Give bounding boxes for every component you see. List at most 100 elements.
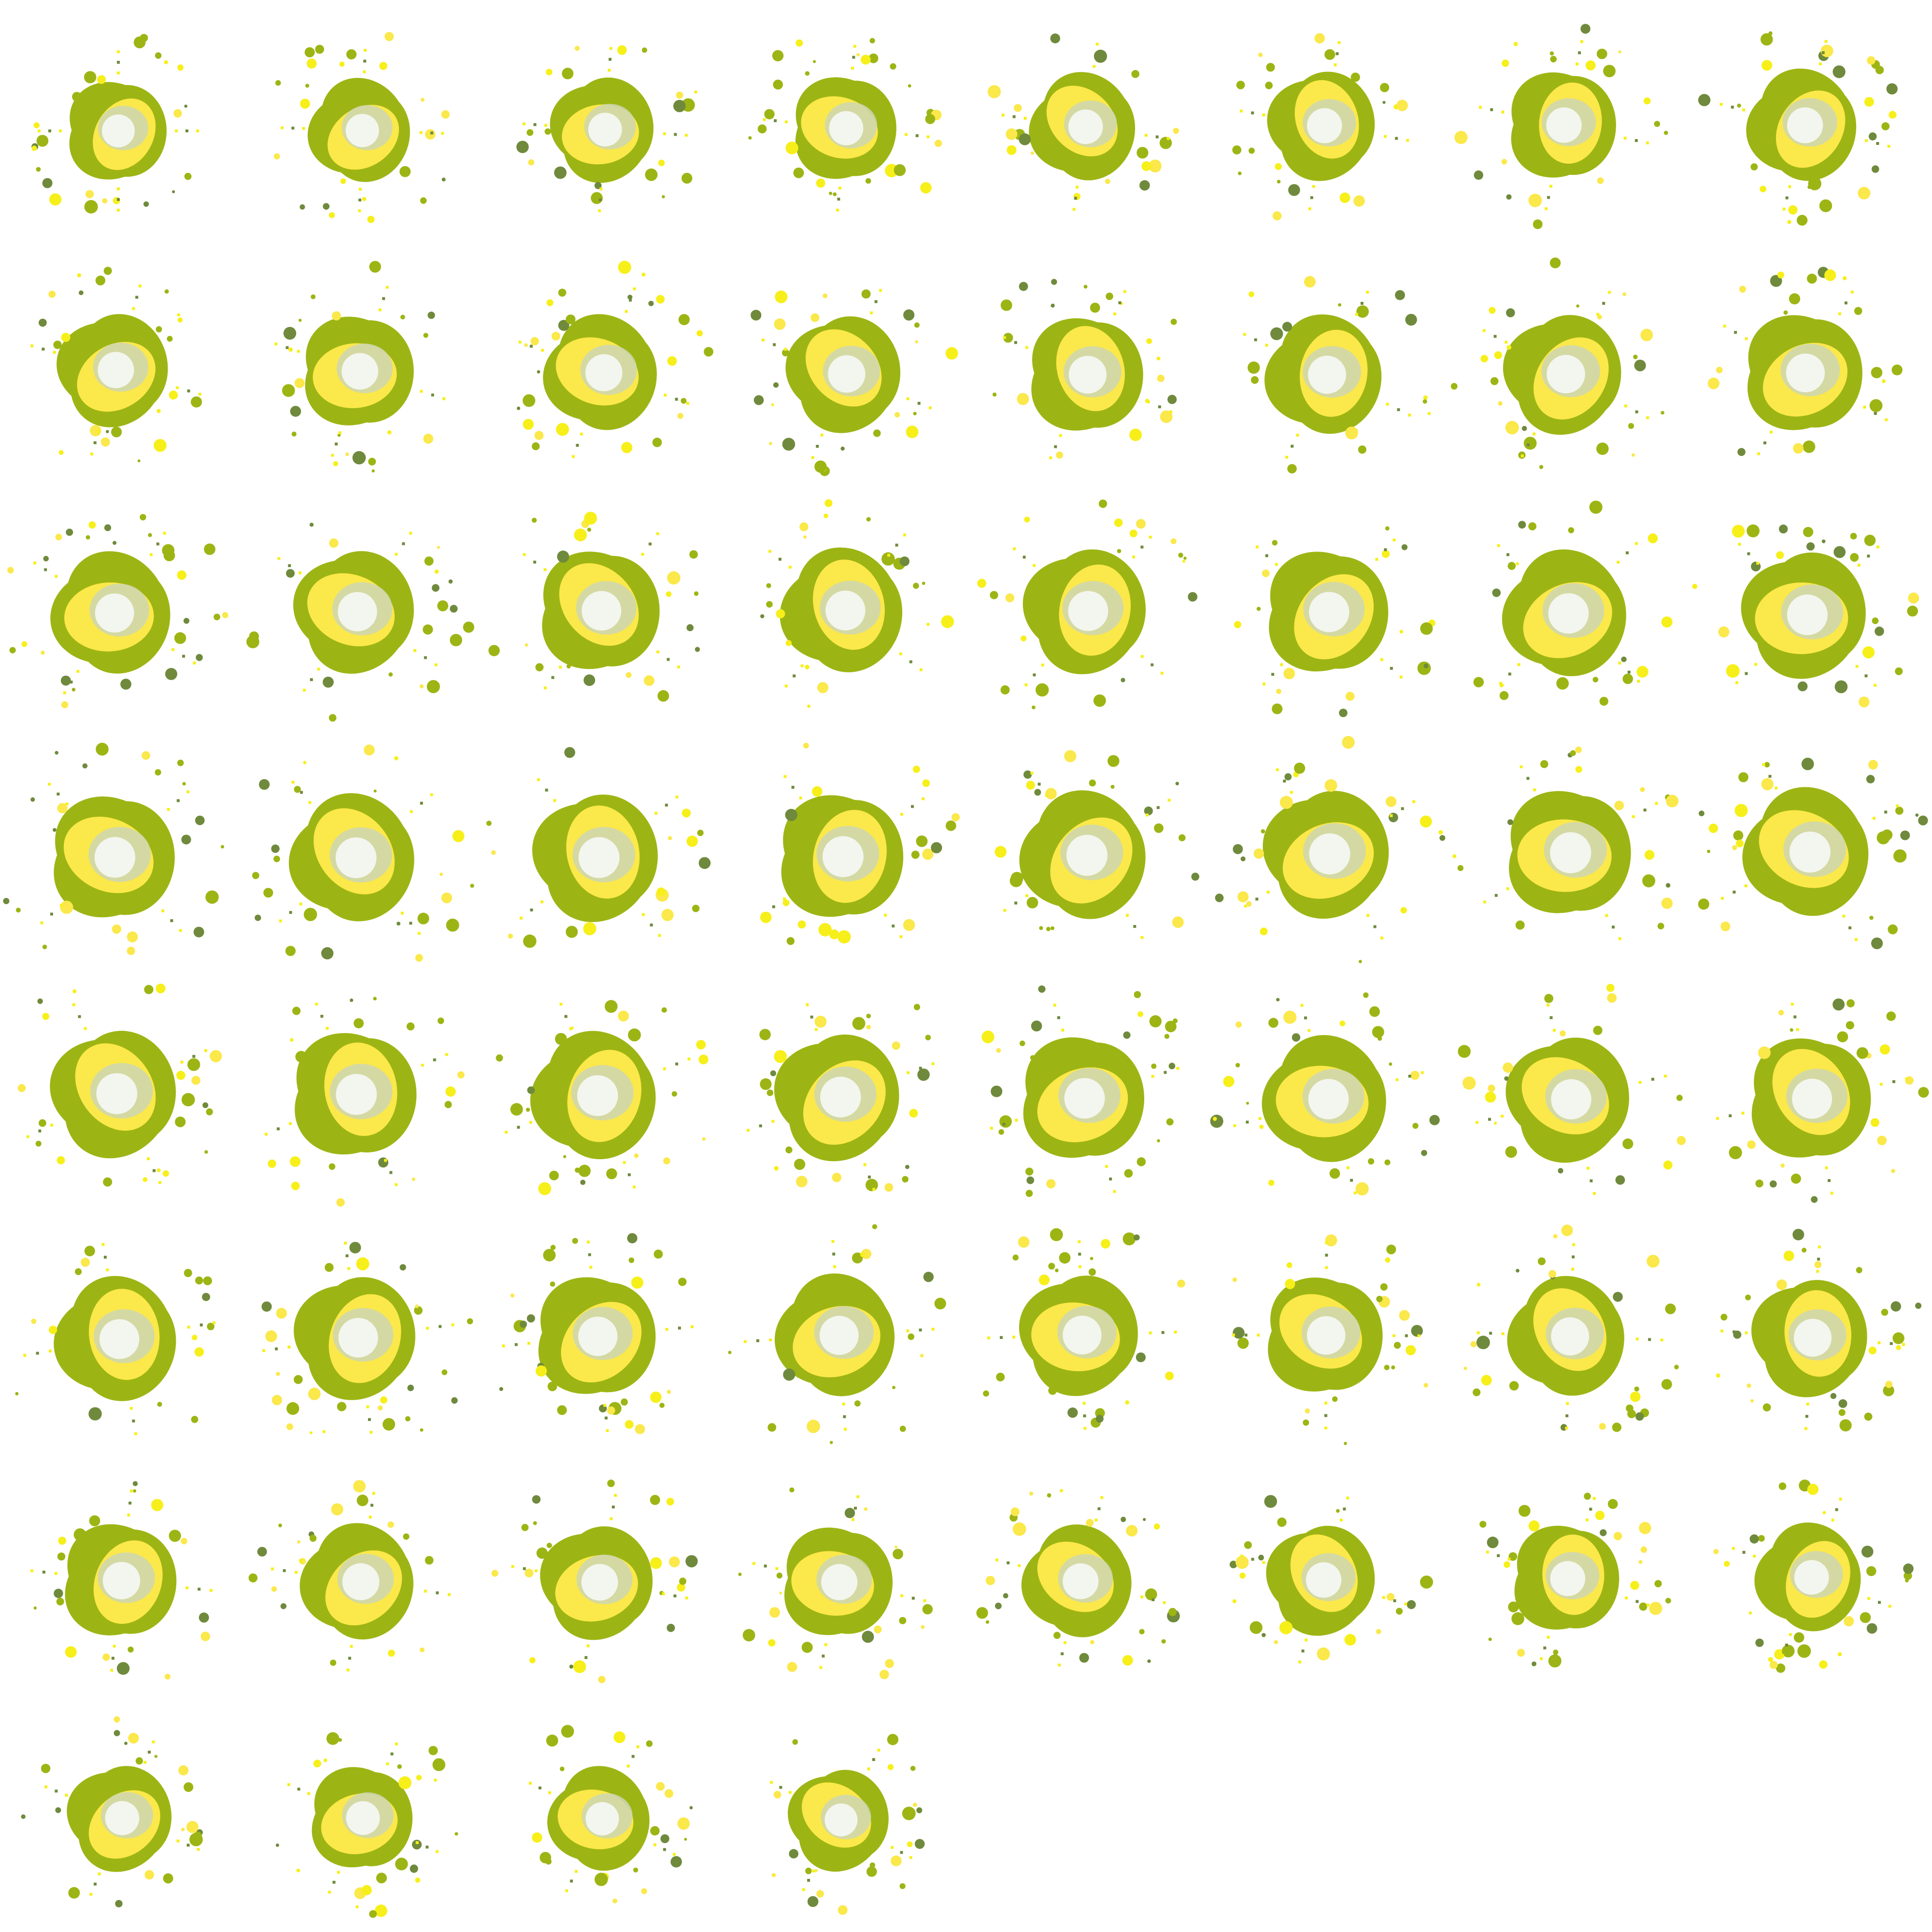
debris-particles bbox=[977, 499, 1198, 710]
sprite-frame bbox=[724, 966, 966, 1208]
explosion-core bbox=[1787, 594, 1828, 635]
explosion-sprite bbox=[273, 32, 450, 223]
sprite-frame bbox=[724, 1208, 966, 1449]
explosion-sprite bbox=[751, 289, 958, 476]
explosion-sprite bbox=[1707, 267, 1903, 456]
sprite-frame bbox=[1449, 0, 1690, 242]
explosion-sprite bbox=[15, 1243, 215, 1435]
explosion-core bbox=[1063, 1315, 1102, 1355]
explosion-core bbox=[1794, 1560, 1829, 1595]
debris-particles bbox=[21, 1716, 203, 1907]
sprite-frame bbox=[1208, 966, 1449, 1208]
explosion-core bbox=[822, 836, 864, 877]
debris-particles bbox=[747, 1003, 935, 1192]
sprite-frame bbox=[1208, 0, 1449, 242]
explosion-sprite bbox=[248, 1480, 451, 1672]
sprite-frame bbox=[966, 724, 1208, 966]
explosion-core bbox=[96, 1073, 138, 1114]
debris-particles bbox=[1707, 267, 1903, 456]
debris-particles bbox=[15, 1243, 215, 1435]
sprite-frame bbox=[0, 1690, 242, 1932]
debris-particles bbox=[486, 747, 711, 948]
explosion-core bbox=[582, 591, 622, 631]
explosion-sprite bbox=[1232, 1234, 1428, 1445]
debris-particles bbox=[751, 289, 958, 476]
sprite-frame bbox=[1208, 724, 1449, 966]
explosion-sprite bbox=[747, 1003, 935, 1192]
debris-particles bbox=[738, 1487, 933, 1679]
sprite-frame bbox=[1449, 1208, 1690, 1449]
debris-particles bbox=[273, 32, 450, 223]
sprite-frame bbox=[724, 724, 966, 966]
explosion-core bbox=[1551, 1317, 1590, 1356]
explosion-core bbox=[1308, 355, 1346, 394]
explosion-sprite bbox=[1458, 983, 1686, 1195]
explosion-core bbox=[1787, 107, 1823, 143]
debris-particles bbox=[976, 1489, 1180, 1667]
debris-particles bbox=[1716, 1229, 1922, 1432]
explosion-sprite bbox=[1716, 998, 1929, 1203]
explosion-core bbox=[1307, 108, 1342, 143]
explosion-sprite bbox=[994, 750, 1199, 939]
explosion-sprite bbox=[770, 1733, 925, 1915]
explosion-sprite bbox=[1229, 1495, 1433, 1663]
explosion-core bbox=[581, 1564, 618, 1601]
sprite-frame bbox=[242, 1208, 483, 1449]
explosion-sprite bbox=[992, 279, 1177, 459]
debris-particles bbox=[1215, 736, 1446, 964]
sprite-frame bbox=[966, 1449, 1208, 1690]
explosion-core bbox=[1547, 355, 1585, 394]
explosion-sprite bbox=[738, 1487, 933, 1679]
sprite-frame bbox=[966, 483, 1208, 724]
debris-particles bbox=[265, 996, 465, 1207]
sprite-frame bbox=[966, 1208, 1208, 1449]
debris-particles bbox=[31, 34, 199, 214]
sprite-frame bbox=[0, 1208, 242, 1449]
explosion-sprite bbox=[1716, 1229, 1922, 1432]
sprite-frame bbox=[483, 483, 724, 724]
explosion-sprite bbox=[1215, 736, 1446, 964]
explosion-sprite bbox=[1473, 500, 1673, 706]
debris-particles bbox=[748, 38, 942, 212]
explosion-core bbox=[1068, 355, 1107, 394]
explosion-core bbox=[1786, 353, 1825, 393]
sprite-frame bbox=[724, 1449, 966, 1690]
sprite-frame bbox=[483, 1449, 724, 1690]
explosion-sprite bbox=[1692, 524, 1919, 708]
explosion-sprite bbox=[1698, 757, 1928, 950]
explosion-core bbox=[98, 352, 134, 388]
sprite-frame bbox=[0, 242, 242, 483]
explosion-sprite bbox=[496, 1000, 709, 1195]
sprite-frame bbox=[1690, 483, 1932, 724]
debris-particles bbox=[1210, 992, 1440, 1196]
sprite-frame bbox=[0, 966, 242, 1208]
explosion-sprite bbox=[31, 34, 199, 214]
explosion-sprite bbox=[491, 1479, 698, 1683]
debris-particles bbox=[1450, 257, 1664, 469]
explosion-core bbox=[105, 1801, 140, 1835]
debris-particles bbox=[1692, 524, 1919, 708]
sprite-frame bbox=[242, 724, 483, 966]
explosion-core bbox=[1066, 835, 1108, 876]
debris-particles bbox=[7, 514, 228, 709]
explosion-core bbox=[1550, 832, 1591, 873]
explosion-core bbox=[338, 1318, 378, 1358]
explosion-sprite bbox=[1463, 1224, 1679, 1432]
debris-particles bbox=[30, 267, 202, 463]
explosion-sprite bbox=[1713, 1479, 1914, 1673]
debris-particles bbox=[261, 1241, 473, 1435]
sprite-frame bbox=[724, 242, 966, 483]
explosion-sprite bbox=[748, 38, 942, 212]
explosion-core bbox=[829, 111, 864, 145]
sprite-frame bbox=[1449, 966, 1690, 1208]
debris-particles bbox=[992, 279, 1177, 459]
sprite-frame bbox=[242, 1690, 483, 1932]
explosion-sprite bbox=[246, 523, 474, 722]
debris-particles bbox=[1452, 746, 1679, 940]
debris-particles bbox=[252, 744, 474, 962]
explosion-sprite bbox=[1450, 257, 1664, 469]
debris-particles bbox=[987, 33, 1179, 211]
explosion-sprite bbox=[252, 744, 474, 962]
explosion-sprite bbox=[983, 1228, 1185, 1430]
